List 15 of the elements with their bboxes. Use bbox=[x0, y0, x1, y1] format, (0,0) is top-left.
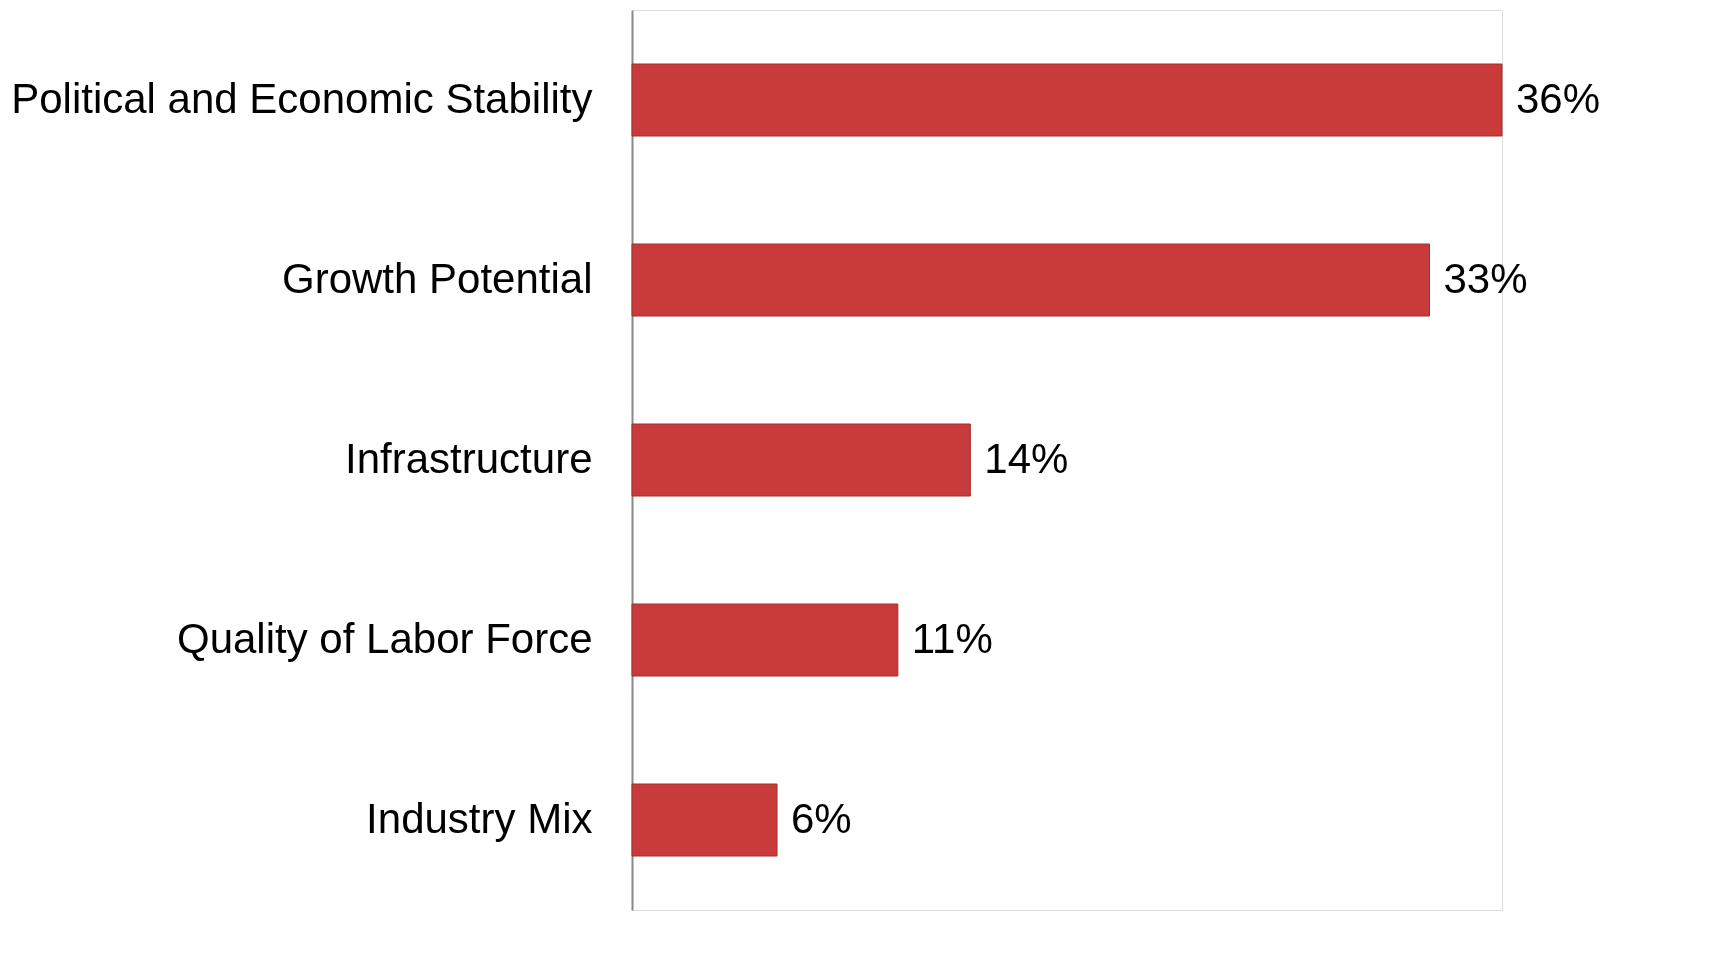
y-tick-label: Infrastructure bbox=[345, 435, 593, 482]
data-label: 6% bbox=[791, 795, 852, 842]
bar bbox=[631, 63, 1503, 137]
bar bbox=[631, 423, 971, 497]
y-tick-label: Political and Economic Stability bbox=[11, 75, 593, 122]
y-tick-label: Industry Mix bbox=[366, 795, 593, 842]
bar bbox=[631, 243, 1430, 317]
data-label: 33% bbox=[1443, 255, 1528, 302]
y-tick-label: Growth Potential bbox=[282, 255, 593, 302]
bar bbox=[631, 783, 778, 857]
data-label: 36% bbox=[1516, 75, 1601, 122]
data-label: 11% bbox=[911, 615, 993, 662]
y-tick-label: Quality of Labor Force bbox=[176, 615, 593, 662]
bar bbox=[631, 603, 899, 677]
data-label: 14% bbox=[984, 435, 1069, 482]
